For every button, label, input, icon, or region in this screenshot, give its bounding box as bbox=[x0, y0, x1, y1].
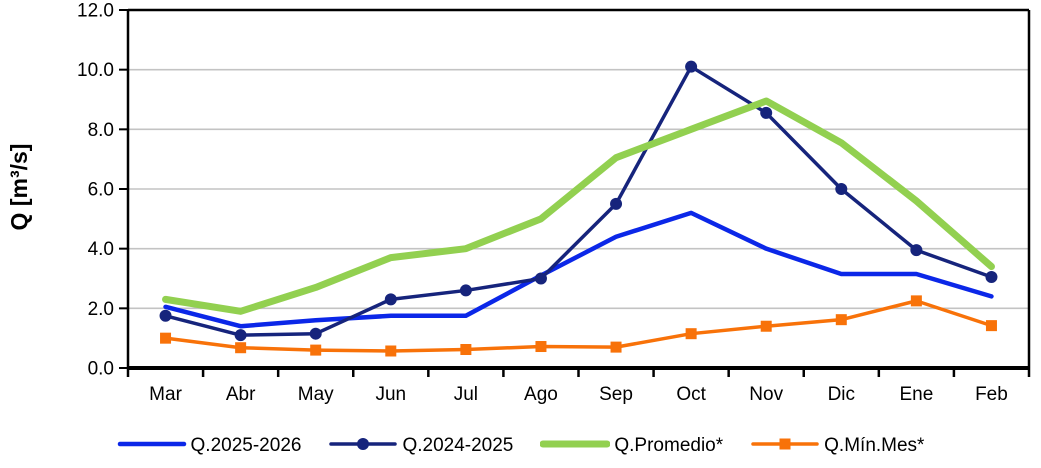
x-tick-label: Ago bbox=[524, 384, 558, 405]
legend-item-q2024-2025: Q.2024-2025 bbox=[328, 435, 513, 457]
y-tick-label: 6.0 bbox=[88, 180, 114, 201]
x-tick-label: May bbox=[298, 384, 334, 405]
x-tick-label: Jul bbox=[454, 384, 478, 405]
data-point-marker bbox=[534, 272, 547, 285]
data-point-marker bbox=[235, 342, 247, 354]
series-line bbox=[163, 299, 994, 353]
x-tick-label: Nov bbox=[749, 384, 783, 405]
line-square-swatch-icon bbox=[750, 436, 820, 457]
line-circle-swatch-icon bbox=[328, 436, 398, 457]
series-line bbox=[163, 210, 994, 329]
legend-item-q-promedio: Q.Promedio* bbox=[539, 435, 724, 457]
y-tick-label: 0.0 bbox=[88, 359, 114, 380]
data-point-marker bbox=[610, 197, 623, 210]
data-point-marker bbox=[460, 344, 472, 356]
data-point-marker bbox=[310, 344, 322, 356]
x-tick-label: Abr bbox=[226, 384, 256, 405]
thick-line-swatch-icon bbox=[539, 436, 611, 457]
data-point-marker bbox=[385, 345, 397, 357]
data-point-marker bbox=[234, 329, 247, 342]
data-point-marker bbox=[685, 60, 698, 73]
legend-marker bbox=[357, 437, 370, 450]
legend-item-q2025-2026: Q.2025-2026 bbox=[117, 435, 302, 457]
x-tick-label: Jun bbox=[375, 384, 406, 405]
series-line bbox=[163, 64, 994, 337]
y-tick-label: 2.0 bbox=[88, 299, 114, 320]
legend-marker bbox=[779, 438, 791, 449]
x-tick-label: Feb bbox=[975, 384, 1008, 405]
y-tick-label: 12.0 bbox=[77, 1, 114, 22]
x-tick-label: Mar bbox=[149, 384, 182, 405]
y-tick-label: 4.0 bbox=[88, 239, 114, 260]
chart-legend: Q.2025-2026 Q.2024-2025 Q.Promedio* Q.Mí… bbox=[0, 430, 1041, 462]
data-point-marker bbox=[760, 320, 772, 332]
x-tick-label: Sep bbox=[599, 384, 633, 405]
data-series bbox=[159, 60, 998, 357]
y-tick-label: 10.0 bbox=[77, 60, 114, 81]
data-point-marker bbox=[159, 309, 172, 322]
chart-canvas: 0.0 2.0 4.0 6.0 8.0 10.0 12.0 Mar Abr May Jun Jul Ag… bbox=[6, 1, 1031, 406]
data-point-marker bbox=[535, 341, 547, 353]
data-point-marker bbox=[459, 284, 472, 297]
series-line bbox=[162, 97, 995, 315]
axis-labels: 0.0 2.0 4.0 6.0 8.0 10.0 12.0 Mar Abr May Jun Jul Ag… bbox=[77, 1, 1008, 406]
data-point-marker bbox=[760, 106, 773, 119]
data-point-marker bbox=[835, 314, 847, 326]
data-point-marker bbox=[160, 332, 172, 344]
y-tick-label: 8.0 bbox=[88, 120, 114, 141]
data-point-marker bbox=[985, 320, 997, 332]
y-axis-title: Q [m³/s] bbox=[6, 144, 32, 231]
axis-ticks bbox=[119, 9, 1031, 377]
data-point-marker bbox=[384, 293, 397, 306]
legend-label: Q.Mín.Mes* bbox=[824, 435, 925, 456]
x-tick-label: Dic bbox=[828, 384, 855, 405]
data-point-marker bbox=[985, 271, 998, 284]
line-swatch-icon bbox=[117, 436, 187, 457]
data-point-marker bbox=[910, 295, 922, 307]
x-tick-label: Ene bbox=[899, 384, 933, 405]
data-point-marker bbox=[610, 341, 622, 353]
data-point-marker bbox=[910, 244, 923, 257]
legend-item-q-min-mes: Q.Mín.Mes* bbox=[750, 435, 924, 457]
data-point-marker bbox=[835, 183, 848, 195]
legend-label: Q.2025-2026 bbox=[190, 435, 302, 456]
legend-label: Q.2024-2025 bbox=[402, 435, 514, 456]
data-point-marker bbox=[309, 327, 322, 340]
legend-label: Q.Promedio* bbox=[614, 435, 724, 456]
data-point-marker bbox=[685, 328, 697, 340]
x-tick-label: Oct bbox=[676, 384, 706, 405]
